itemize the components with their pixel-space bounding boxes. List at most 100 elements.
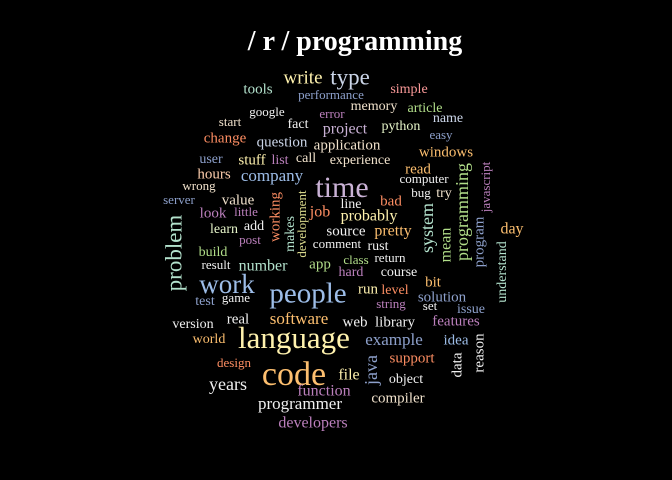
word-easy: easy [429,127,453,142]
word-memory: memory [351,99,398,114]
word-reason: reason [471,333,487,373]
word-article: article [408,101,443,116]
word-pretty: pretty [374,223,411,240]
word-project: project [323,121,368,138]
word-string: string [376,296,406,311]
word-computer: computer [399,171,449,186]
word-result: result [202,257,231,272]
word-performance: performance [298,87,364,102]
word-company: company [241,166,304,185]
word-program: program [471,216,487,267]
word-write: write [283,67,322,88]
word-bug: bug [411,185,431,200]
word-call: call [296,151,316,166]
word-years: years [209,374,247,394]
word-game: game [222,290,250,305]
word-value: value [222,192,255,208]
word-fact: fact [288,117,309,132]
word-comment: comment [313,236,362,251]
word-solution: solution [418,289,467,305]
word-level: level [381,283,408,298]
word-stuff: stuff [238,152,265,168]
word-system: system [417,203,437,253]
word-build: build [199,245,228,260]
word-features: features [432,313,480,329]
word-rust: rust [368,239,389,254]
word-version: version [172,317,213,332]
word-idea: idea [444,332,469,348]
word-line: line [341,197,362,212]
word-read: read [405,161,431,177]
word-look: look [200,205,227,221]
word-user: user [199,152,223,167]
word-function: function [297,383,350,400]
word-add: add [244,219,264,234]
word-list: list [271,153,288,168]
word-javascript: javascript [478,161,493,213]
word-tools: tools [243,81,272,97]
word-hours: hours [197,166,230,182]
word-application: application [314,137,381,153]
word-try: try [436,186,452,201]
word-mean: mean [438,228,455,263]
word-real: real [227,311,249,327]
word-world: world [193,332,226,347]
word-python: python [382,119,421,134]
word-bad: bad [380,193,402,209]
word-people: people [269,278,346,310]
word-server: server [163,192,195,207]
word-cloud-words: write type tools performance simple google err… [161,64,523,431]
word-return: return [374,250,406,265]
word-understand: understand [495,241,510,302]
word-bit: bit [425,274,442,290]
word-programmer: programmer [258,394,342,413]
word-work: work [199,269,255,299]
word-set: set [423,298,438,313]
word-learn: learn [210,222,238,237]
word-error: error [319,106,345,121]
word-google: google [249,104,285,119]
word-simple: simple [390,82,427,97]
word-course: course [381,265,418,280]
word-day: day [500,221,523,238]
word-language: language [238,320,350,355]
word-change: change [204,130,247,146]
word-example: example [365,330,423,349]
word-run: run [358,281,378,297]
word-working: working [267,192,283,242]
word-problem: problem [161,215,186,292]
word-programming: programming [452,163,472,261]
word-class: class [343,252,368,267]
word-issue: issue [457,302,485,317]
word-code: code [262,356,326,393]
word-experience: experience [330,153,391,168]
word-file: file [338,367,359,384]
word-probably: probably [341,208,398,225]
word-test: test [195,294,215,309]
word-job: job [309,204,330,221]
word-little: little [234,204,258,219]
word-development: development [294,190,309,258]
word-hard: hard [339,265,364,280]
word-start: start [219,114,242,129]
chart-title: / r / programming [247,26,462,57]
word-name: name [433,111,463,126]
word-library: library [375,314,415,330]
word-windows: windows [419,144,473,160]
word-type: type [330,64,370,89]
word-post: post [239,232,261,247]
word-data: data [449,352,465,377]
word-design: design [217,355,251,370]
word-compiler: compiler [371,390,424,406]
word-web: web [343,314,368,330]
word-source: source [326,223,365,239]
word-software: software [270,309,329,328]
word-java: java [361,355,381,386]
word-developers: developers [278,415,347,432]
word-object: object [389,372,423,387]
word-support: support [390,350,436,366]
word-wrong: wrong [182,178,216,193]
word-app: app [309,256,331,272]
word-question: question [257,134,308,150]
